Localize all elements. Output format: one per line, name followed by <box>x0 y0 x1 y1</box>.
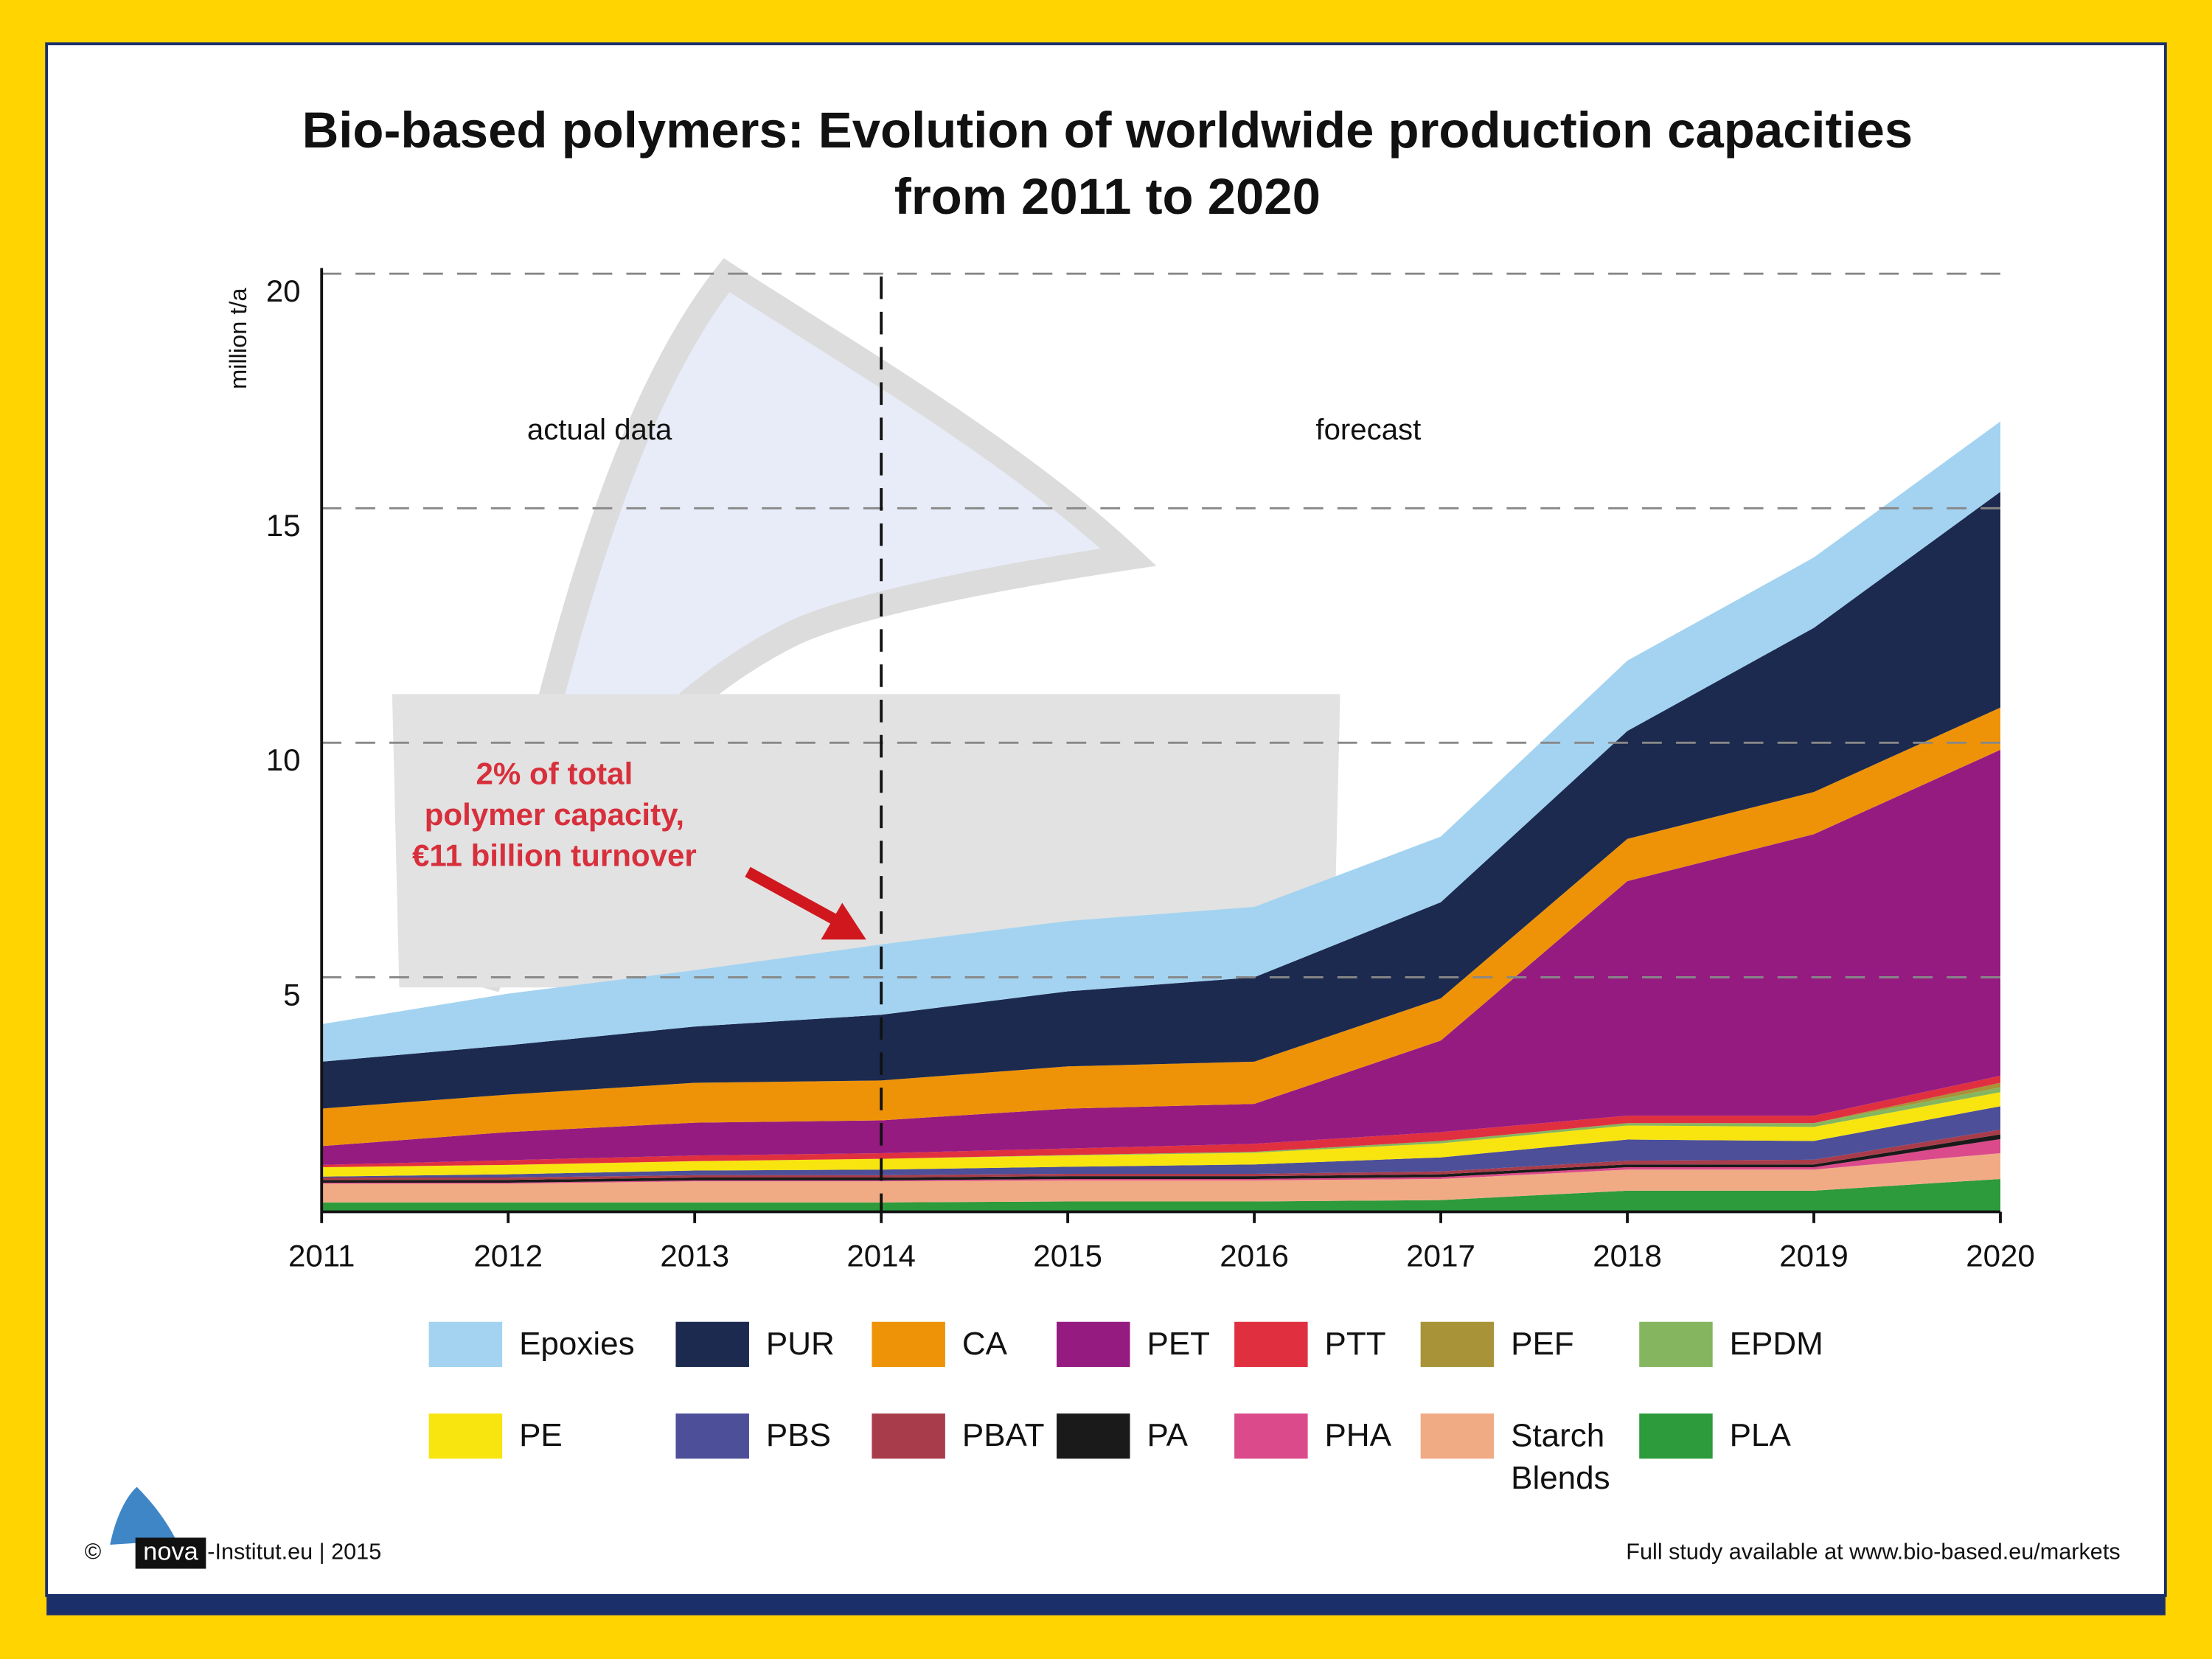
annotation-arrow-shaft <box>745 866 838 925</box>
annotation-arrow-head <box>821 902 866 940</box>
legend-label: CA <box>962 1326 1008 1362</box>
y-tick-label: 20 <box>266 274 301 308</box>
legend-swatch <box>428 1413 503 1459</box>
annotation: 2% of total <box>476 756 633 790</box>
x-tick-label: 2012 <box>473 1239 543 1273</box>
copyright: © <box>85 1540 102 1565</box>
x-tick-label: 2014 <box>846 1239 916 1273</box>
area <box>321 1076 2001 1168</box>
bottom-bar <box>46 1595 2166 1615</box>
legend-swatch <box>872 1413 945 1459</box>
y-tick-label: 5 <box>283 977 300 1012</box>
x-tick-label: 2015 <box>1033 1239 1102 1273</box>
x-tick-label: 2013 <box>660 1239 729 1273</box>
x-tick-label: 2016 <box>1220 1239 1289 1273</box>
legend-swatch <box>675 1413 749 1459</box>
area <box>321 1178 2001 1212</box>
chart-title: from 2011 to 2020 <box>894 168 1321 225</box>
area <box>321 1152 2001 1203</box>
legend-swatch <box>1057 1413 1130 1459</box>
area <box>321 749 2001 1165</box>
legend-label: PET <box>1147 1326 1210 1362</box>
legend: Epoxies PUR CA PET PTT PEF EPDM PE PBS PBAT PA PHA S… <box>428 1321 1823 1496</box>
legend-swatch <box>1420 1413 1495 1459</box>
y-tick-label: 10 <box>266 742 301 777</box>
legend-swatch <box>1234 1321 1308 1367</box>
y-tick-label: 15 <box>266 508 301 543</box>
x-tick-label: 2019 <box>1779 1239 1848 1273</box>
legend-label: PA <box>1147 1417 1188 1453</box>
x-tick-label: 2011 <box>288 1239 355 1273</box>
legend-swatch <box>428 1321 503 1367</box>
legend-label: PHA <box>1325 1417 1392 1453</box>
x-tick-label: 2017 <box>1406 1239 1475 1273</box>
area <box>321 421 2001 1062</box>
legend-label: PBS <box>766 1417 831 1453</box>
legend-swatch <box>1420 1321 1495 1367</box>
areas <box>321 421 2001 1212</box>
legend-label: PLA <box>1730 1417 1792 1453</box>
y-axis-label: million t/a <box>225 288 251 389</box>
footer-left: -Institut.eu | 2015 <box>207 1540 381 1565</box>
legend-swatch <box>1639 1413 1713 1459</box>
footer-right: Full study available at www.bio-based.eu… <box>1626 1540 2120 1565</box>
legend-label: EPDM <box>1730 1326 1823 1362</box>
x-tick-label: 2018 <box>1593 1239 1662 1273</box>
watermark-band <box>392 694 1340 988</box>
area <box>321 707 2001 1147</box>
annotation: polymer capacity, <box>425 797 684 832</box>
legend-swatch <box>1234 1413 1308 1459</box>
area <box>321 1106 2001 1178</box>
legend-label: PE <box>519 1417 563 1453</box>
axes: 5 10 15 20 2011 2012 2013 2014 2015 2016 2017 2018 2… <box>225 268 2035 1273</box>
annotation: €11 billion turnover <box>412 838 697 872</box>
legend-swatch <box>1057 1321 1130 1367</box>
logo-sail <box>110 1486 177 1545</box>
logo-box <box>135 1537 206 1569</box>
legend-label: PEF <box>1511 1326 1574 1362</box>
period-label: forecast <box>1315 413 1421 446</box>
x-tick-label: 2020 <box>1966 1239 2035 1273</box>
chart-title: Bio-based polymers: Evolution of worldwi… <box>302 102 1913 159</box>
legend-swatch <box>675 1321 749 1367</box>
logo-text: nova <box>143 1538 198 1566</box>
legend-label: Starch Blends <box>1511 1417 1613 1495</box>
area <box>321 1092 2001 1177</box>
legend-label: PUR <box>766 1326 835 1362</box>
legend-swatch <box>1639 1321 1713 1367</box>
legend-swatch <box>872 1321 945 1367</box>
legend-label: PTT <box>1325 1326 1386 1362</box>
legend-label: Epoxies <box>519 1326 635 1362</box>
footer: © nova -Institut.eu | 2015 Full study av… <box>85 1486 2121 1569</box>
period-label: actual data <box>527 413 672 446</box>
legend-label: PBAT <box>962 1417 1045 1453</box>
watermark <box>392 258 1340 992</box>
